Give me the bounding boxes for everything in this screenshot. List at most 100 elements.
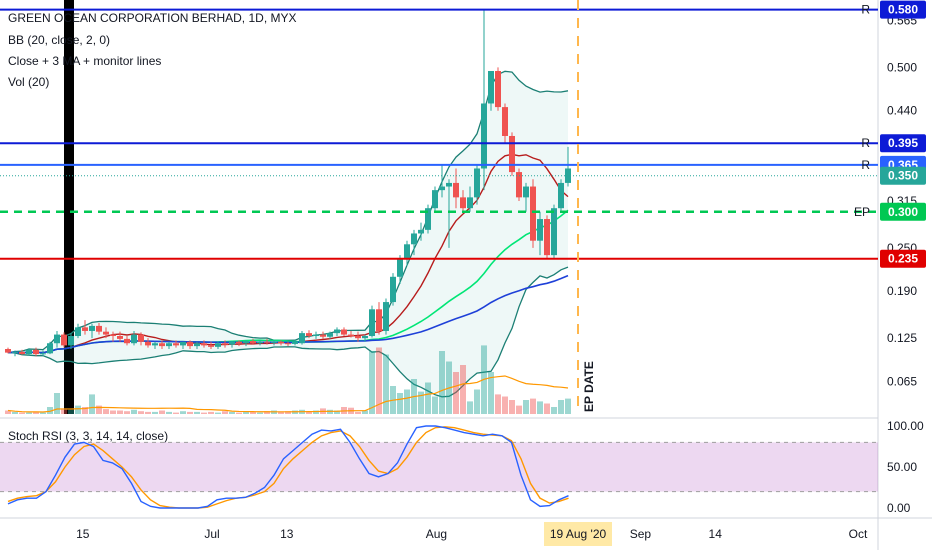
volume-bar xyxy=(180,411,186,414)
candle-body xyxy=(26,349,32,355)
chart-title: GREEN OCEAN CORPORATION BERHAD, 1D, MYX xyxy=(8,11,297,25)
candle-body xyxy=(33,349,39,355)
candle-body xyxy=(551,208,557,256)
volume-bar xyxy=(362,410,368,414)
price-tick-label: 0.125 xyxy=(887,331,917,345)
candle-body xyxy=(348,334,354,337)
volume-bar xyxy=(68,409,74,414)
volume-bar xyxy=(257,412,263,414)
candle-body xyxy=(201,343,207,346)
candle-body xyxy=(131,334,137,344)
candle-body xyxy=(68,336,74,346)
candle-body xyxy=(376,309,382,331)
candle-body xyxy=(89,325,95,331)
bb-upper xyxy=(7,70,569,354)
volume-bar xyxy=(236,412,242,414)
candle-body xyxy=(341,329,347,335)
volume-bar xyxy=(488,372,494,414)
candle-body xyxy=(278,341,284,344)
bb-fill xyxy=(8,71,568,397)
volume-bar xyxy=(418,391,424,414)
volume-bar xyxy=(110,410,116,414)
candle-body xyxy=(215,343,221,347)
candle-body xyxy=(5,349,11,353)
volume-bar xyxy=(397,393,403,414)
bb-lower xyxy=(7,266,569,398)
candle-body xyxy=(313,334,319,337)
candle-body xyxy=(299,333,305,344)
volume-bar xyxy=(285,411,291,414)
candle-body xyxy=(152,343,158,346)
volume-bar xyxy=(474,389,480,414)
volume-bar xyxy=(61,408,67,414)
price-tag xyxy=(880,0,926,19)
indicator-stoch-rsi[interactable]: Stoch RSI (3, 3, 14, 14, close) xyxy=(8,429,169,443)
candle-body xyxy=(495,70,501,108)
candle-body xyxy=(481,103,487,169)
time-tick-label: Aug xyxy=(426,527,447,541)
time-tick-label: 14 xyxy=(709,527,723,541)
volume-bar xyxy=(243,411,249,414)
rsi-tick-label: 50.00 xyxy=(887,460,917,474)
time-axis[interactable]: 15 Jul 13 Aug Sep 14 Oct 19 Aug '20 xyxy=(76,522,868,546)
price-tick-label: 0.065 xyxy=(887,375,917,389)
indicator-ma[interactable]: Close + 3 MA + monitor lines xyxy=(8,54,162,68)
volume-bar xyxy=(222,411,228,414)
candle-body xyxy=(271,341,277,343)
volume-bar xyxy=(103,409,109,414)
candle-body xyxy=(166,343,172,347)
candle-body xyxy=(467,197,473,209)
volume-bar xyxy=(460,365,466,414)
volume-bar xyxy=(54,393,60,414)
candle-body xyxy=(222,343,228,345)
volume-bar xyxy=(509,400,515,414)
candle-body xyxy=(446,182,452,187)
volume-bar xyxy=(166,411,172,414)
volume-bar xyxy=(306,411,312,414)
candle-body xyxy=(411,233,417,245)
candle-body xyxy=(82,327,88,331)
candle-body xyxy=(229,341,235,345)
candle-body xyxy=(40,353,46,355)
candle-body xyxy=(117,336,123,339)
candle-body xyxy=(425,208,431,230)
volume-bar xyxy=(467,401,473,414)
volume-bar xyxy=(495,394,501,414)
candle-body xyxy=(61,334,67,346)
candle-body xyxy=(383,302,389,331)
volume-bar xyxy=(404,389,410,414)
volume-bar xyxy=(523,400,529,414)
rsi-d-line xyxy=(7,426,569,509)
volume-bar xyxy=(334,410,340,414)
volume-bar xyxy=(152,411,158,414)
volume-bar xyxy=(138,411,144,414)
rsi-tick-label: 0.00 xyxy=(887,501,911,515)
volume-bar xyxy=(229,411,235,414)
price-tag xyxy=(880,249,926,268)
candle-body xyxy=(537,219,543,241)
volume-bar xyxy=(40,412,46,414)
rsi-tick-label: 100.00 xyxy=(887,419,924,433)
candle-body xyxy=(124,338,130,344)
monitor-line-label: R xyxy=(861,136,870,150)
candle-body xyxy=(362,336,368,339)
volume-bars xyxy=(5,345,571,414)
volume-bar xyxy=(208,411,214,414)
volume-bar xyxy=(537,401,543,414)
candle-body xyxy=(369,309,375,337)
volume-bar xyxy=(145,411,151,414)
candle-body xyxy=(327,333,333,337)
volume-bar xyxy=(82,407,88,414)
indicator-volume[interactable]: Vol (20) xyxy=(8,75,50,89)
volume-bar xyxy=(369,351,375,414)
volume-bar xyxy=(502,396,508,414)
volume-bar xyxy=(439,351,445,414)
candle-body xyxy=(453,182,459,198)
volume-bar xyxy=(201,412,207,414)
indicator-bb[interactable]: BB (20, close, 2, 0) xyxy=(8,33,111,47)
price-tag-label: 0.350 xyxy=(888,169,918,183)
